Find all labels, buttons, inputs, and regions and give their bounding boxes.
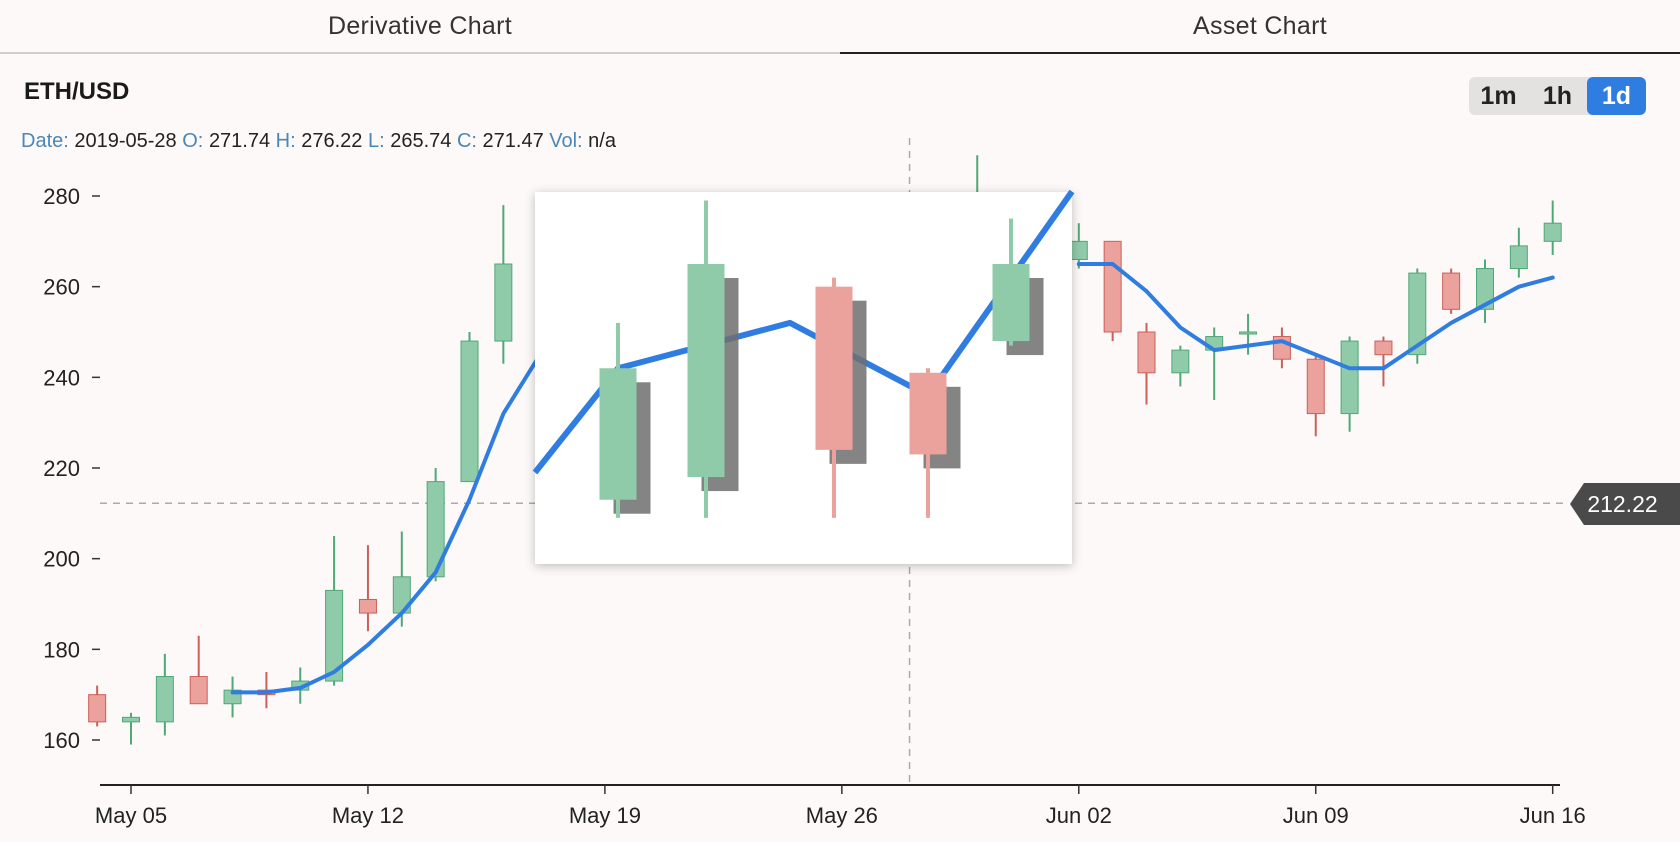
x-tick-label: Jun 02 — [1046, 803, 1112, 828]
timeframe-selector: 1m 1h 1d — [1469, 77, 1646, 115]
candle-body — [1476, 268, 1494, 310]
open-value: 271.74 — [208, 130, 271, 152]
low-value: 265.74 — [390, 130, 452, 152]
pair-title: ETH/USD — [24, 78, 130, 105]
x-tick-label: May 05 — [95, 803, 167, 828]
overlay-candle-body — [687, 264, 725, 478]
candle-body — [494, 263, 513, 342]
x-tick-label: May 19 — [569, 803, 641, 828]
crosshair-price-label: 212.22 — [1587, 490, 1658, 517]
candle-body — [1509, 245, 1528, 270]
x-tick-label: May 26 — [806, 803, 878, 828]
candle-body — [1340, 340, 1359, 415]
y-tick-label: 220 — [43, 456, 80, 481]
y-tick-label: 240 — [43, 365, 80, 390]
high-key: H: — [275, 130, 296, 152]
candle-body — [1103, 240, 1122, 333]
candle-body — [1442, 272, 1461, 310]
close-value: 271.47 — [482, 130, 544, 152]
timeframe-1m-button[interactable]: 1m — [1480, 81, 1517, 110]
moving-average-line — [1076, 262, 1555, 371]
overlay-candle-body — [599, 368, 637, 500]
high-value: 276.22 — [301, 130, 363, 152]
overlay-candle-body — [815, 286, 853, 450]
candle-body — [460, 340, 479, 483]
y-tick-label: 260 — [43, 275, 80, 300]
candle-body — [426, 481, 445, 578]
crosshair-price-tag: 212.22 — [1570, 483, 1680, 525]
open-key: O: — [182, 130, 204, 152]
y-tick-label: 160 — [43, 728, 80, 753]
moving-average-line — [230, 357, 540, 695]
y-tick-label: 180 — [43, 637, 80, 662]
ohlc-legend: Date: 2019-05-28 O: 271.74 H: 276.22 L: … — [21, 130, 616, 153]
candle-body — [1137, 331, 1156, 374]
candle-body — [1239, 331, 1258, 335]
overlay-candle-body — [909, 372, 947, 455]
volume-key: Vol: — [549, 130, 583, 152]
tab-asset-chart[interactable]: Asset Chart — [840, 0, 1680, 54]
date-value: 2019-05-28 — [74, 130, 177, 152]
overlay-candle-body — [992, 264, 1030, 342]
close-key: C: — [456, 130, 477, 152]
candle-body — [122, 716, 140, 723]
candle-body — [1171, 349, 1190, 374]
candle-body — [1408, 272, 1427, 356]
timeframe-1h-button[interactable]: 1h — [1542, 81, 1573, 110]
low-key: L: — [367, 130, 385, 152]
x-tick-label: May 12 — [332, 803, 404, 828]
candle-body — [1069, 240, 1088, 260]
candle-body — [325, 589, 344, 682]
x-tick-label: Jun 16 — [1520, 803, 1586, 828]
candle-body — [155, 676, 174, 723]
candle-body — [88, 694, 107, 723]
tab-derivative-chart[interactable]: Derivative Chart — [0, 0, 840, 54]
date-key: Date: — [21, 130, 69, 152]
x-tick-label: Jun 09 — [1283, 803, 1349, 828]
candle-body — [358, 598, 377, 614]
chart-tabs: Derivative Chart Asset Chart — [0, 0, 1680, 54]
price-tag-shape — [1570, 483, 1680, 525]
timeframe-1d-button[interactable]: 1d — [1587, 77, 1646, 115]
y-tick-label: 200 — [43, 547, 80, 572]
candle-body — [1543, 222, 1562, 242]
overlay-trend-line — [532, 189, 1075, 475]
candle-body — [1306, 358, 1325, 415]
candle-body — [189, 676, 208, 705]
candle-body — [1374, 340, 1393, 356]
y-tick-label: 280 — [43, 184, 80, 209]
volume-value: n/a — [588, 130, 616, 152]
